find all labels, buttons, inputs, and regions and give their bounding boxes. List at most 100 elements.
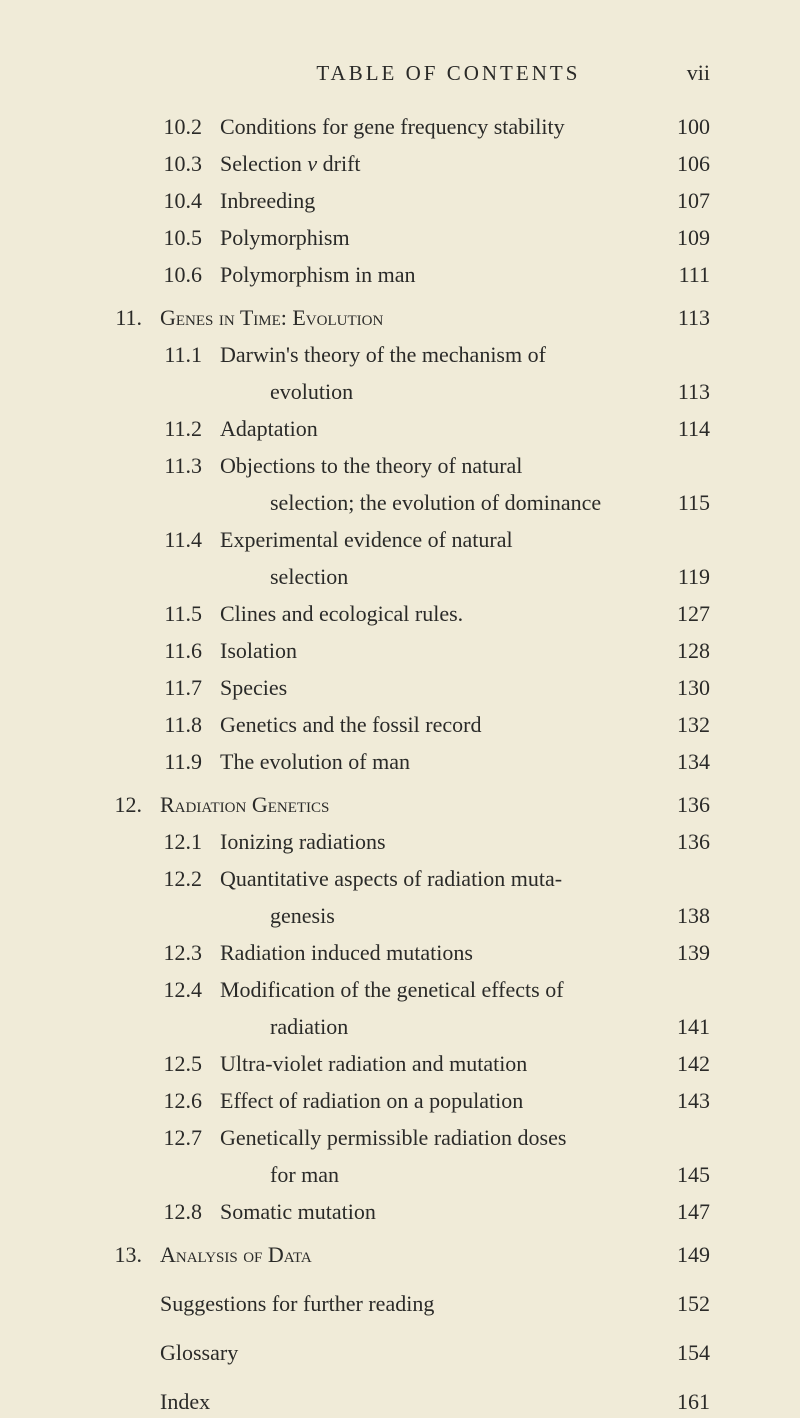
section-title: The evolution of man (220, 745, 655, 778)
toc-section-row: 11.1Darwin's theory of the mechanism of (110, 338, 710, 371)
section-title: Adaptation (220, 412, 655, 445)
toc-continuation-row: genesis138 (110, 899, 710, 932)
section-title: Modification of the genetical effects of (220, 973, 655, 1006)
toc-section-row: 12.3Radiation induced mutations139 (110, 936, 710, 969)
entry-page-number: 142 (655, 1047, 710, 1080)
toc-backmatter-row: Suggestions for further reading152 (110, 1287, 710, 1320)
section-title: Ultra-violet radiation and mutation (220, 1047, 655, 1080)
entry-page-number: 143 (655, 1084, 710, 1117)
header-page-number: vii (687, 60, 710, 86)
toc-section-row: 11.5Clines and ecological rules.127 (110, 597, 710, 630)
section-title-continuation: for man (220, 1158, 655, 1191)
entry-page-number: 132 (655, 708, 710, 741)
entry-page-number: 100 (655, 110, 710, 143)
toc-section-row: 12.6Effect of radiation on a population1… (110, 1084, 710, 1117)
toc-section-row: 11.4Experimental evidence of natural (110, 523, 710, 556)
section-number: 12.6 (110, 1084, 220, 1117)
entry-page-number: 149 (655, 1238, 710, 1271)
entry-page-number: 134 (655, 745, 710, 778)
entry-page-number: 107 (655, 184, 710, 217)
section-number: 12.7 (110, 1121, 220, 1154)
toc-continuation-row: selection119 (110, 560, 710, 593)
toc-chapter-row: 13.Analysis of Data149 (110, 1238, 710, 1271)
section-title: Ionizing radiations (220, 825, 655, 858)
toc-section-row: 11.3Objections to the theory of natural (110, 449, 710, 482)
section-title: Genetics and the fossil record (220, 708, 655, 741)
toc-section-row: 12.8Somatic mutation147 (110, 1195, 710, 1228)
toc-continuation-row: selection; the evolution of dominance115 (110, 486, 710, 519)
chapter-title: Radiation Genetics (160, 788, 655, 821)
entry-page-number: 119 (655, 560, 710, 593)
toc-backmatter-row: Glossary154 (110, 1336, 710, 1369)
toc-section-row: 12.5Ultra-violet radiation and mutation1… (110, 1047, 710, 1080)
toc-section-row: 12.2Quantitative aspects of radiation mu… (110, 862, 710, 895)
toc-section-row: 10.5Polymorphism109 (110, 221, 710, 254)
section-number: 11.8 (110, 708, 220, 741)
section-title: Selection v drift (220, 147, 655, 180)
toc-section-row: 11.6Isolation128 (110, 634, 710, 667)
section-number: 11.7 (110, 671, 220, 704)
table-of-contents: 10.2Conditions for gene frequency stabil… (110, 110, 710, 1418)
section-title: Darwin's theory of the mechanism of (220, 338, 655, 371)
section-number: 11.3 (110, 449, 220, 482)
entry-page-number: 138 (655, 899, 710, 932)
section-number: 11.2 (110, 412, 220, 445)
section-title: Species (220, 671, 655, 704)
toc-section-row: 10.3Selection v drift106 (110, 147, 710, 180)
toc-section-row: 10.6Polymorphism in man111 (110, 258, 710, 291)
entry-page-number: 136 (655, 788, 710, 821)
entry-page-number: 141 (655, 1010, 710, 1043)
section-title: Somatic mutation (220, 1195, 655, 1228)
entry-page-number: 147 (655, 1195, 710, 1228)
section-number: 12.3 (110, 936, 220, 969)
section-title: Quantitative aspects of radiation muta- (220, 862, 655, 895)
section-title: Polymorphism (220, 221, 655, 254)
entry-page-number: 113 (655, 301, 710, 334)
section-number: 11.1 (110, 338, 220, 371)
entry-page-number: 114 (655, 412, 710, 445)
header-title: TABLE OF CONTENTS (210, 61, 687, 86)
toc-backmatter-row: Index161 (110, 1385, 710, 1418)
toc-section-row: 12.1Ionizing radiations136 (110, 825, 710, 858)
section-number: 12.1 (110, 825, 220, 858)
section-title-continuation: radiation (220, 1010, 655, 1043)
chapter-title: Analysis of Data (160, 1238, 655, 1271)
section-title: Radiation induced mutations (220, 936, 655, 969)
section-title-continuation: selection; the evolution of dominance (220, 486, 655, 519)
section-number: 10.2 (110, 110, 220, 143)
section-number: 11.6 (110, 634, 220, 667)
entry-page-number: 127 (655, 597, 710, 630)
section-title: Inbreeding (220, 184, 655, 217)
section-number: 12.4 (110, 973, 220, 1006)
section-title-continuation: genesis (220, 899, 655, 932)
entry-page-number: 128 (655, 634, 710, 667)
toc-section-row: 11.8Genetics and the fossil record132 (110, 708, 710, 741)
chapter-number: 13. (110, 1238, 160, 1271)
entry-page-number: 109 (655, 221, 710, 254)
toc-section-row: 12.4Modification of the genetical effect… (110, 973, 710, 1006)
backmatter-title: Glossary (160, 1336, 655, 1369)
section-title-continuation: evolution (220, 375, 655, 408)
toc-section-row: 11.7Species130 (110, 671, 710, 704)
section-number: 12.2 (110, 862, 220, 895)
entry-page-number: 136 (655, 825, 710, 858)
toc-section-row: 10.4Inbreeding107 (110, 184, 710, 217)
section-title: Clines and ecological rules. (220, 597, 655, 630)
chapter-title: Genes in Time: Evolution (160, 301, 655, 334)
page-header: TABLE OF CONTENTS vii (110, 60, 710, 86)
section-title: Experimental evidence of natural (220, 523, 655, 556)
toc-continuation-row: evolution113 (110, 375, 710, 408)
entry-page-number: 139 (655, 936, 710, 969)
section-title: Conditions for gene frequency stability (220, 110, 655, 143)
toc-section-row: 12.7Genetically permissible radiation do… (110, 1121, 710, 1154)
section-title: Isolation (220, 634, 655, 667)
toc-continuation-row: for man145 (110, 1158, 710, 1191)
section-number: 10.5 (110, 221, 220, 254)
entry-page-number: 154 (655, 1336, 710, 1369)
section-number: 12.5 (110, 1047, 220, 1080)
chapter-number: 12. (110, 788, 160, 821)
toc-continuation-row: radiation141 (110, 1010, 710, 1043)
chapter-number: 11. (110, 301, 160, 334)
toc-section-row: 11.9The evolution of man134 (110, 745, 710, 778)
section-title: Effect of radiation on a population (220, 1084, 655, 1117)
